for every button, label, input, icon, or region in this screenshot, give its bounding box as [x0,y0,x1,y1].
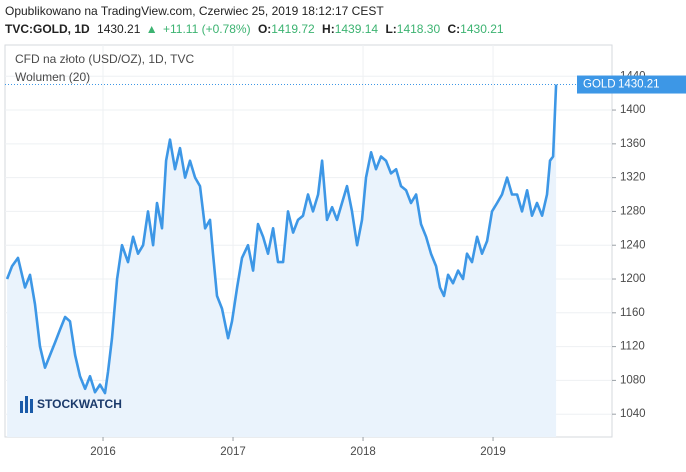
published-note: Opublikowano na TradingView.com, Czerwie… [5,4,384,18]
price-line [5,84,558,395]
quote-line: TVC:GOLD, 1D 1430.21 ▲ +11.11 (+0.78%) O… [5,22,504,36]
open: 1419.72 [271,22,315,36]
logo-bar [30,399,33,413]
x-tick-label: 2018 [350,446,376,458]
y-tick-label: 1280 [620,205,646,217]
area [7,84,557,437]
change-arrow: ▲ [146,22,158,36]
last-price-name: GOLD [583,79,616,91]
close-label: C: [448,22,461,36]
close: 1430.21 [460,22,504,36]
change: +11.11 (+0.78%) [163,22,251,36]
last-price: 1430.21 [97,22,141,36]
y-tick-label: 1200 [620,273,646,285]
y-tick-label: 1080 [620,374,646,386]
logo-bar [20,401,23,413]
y-tick-label: 1160 [620,307,645,319]
low-label: L: [385,22,396,36]
x-tick-label: 2019 [480,446,506,458]
watermark-text: STOCKWATCH [37,397,122,411]
x-tick-label: 2016 [90,446,116,458]
low: 1418.30 [397,22,441,36]
high-label: H: [322,22,335,36]
last-price-value: 1430.21 [618,79,660,91]
y-tick-label: 1120 [620,341,645,353]
y-tick-label: 1040 [620,408,646,420]
y-tick-label: 1400 [620,104,646,116]
y-tick-label: 1360 [620,138,646,150]
watermark: STOCKWATCH [20,396,122,413]
open-label: O: [258,22,271,36]
symbol: TVC:GOLD, 1D [5,22,90,36]
logo-bar [25,396,28,413]
legend-title: CFD na złoto (USD/OZ), 1D, TVC [15,52,194,66]
y-tick-label: 1240 [620,239,646,251]
x-tick-label: 2017 [220,446,246,458]
last-price-tag [577,75,686,94]
legend-volume: Wolumen (20) [15,70,90,84]
y-tick-label: 1320 [620,172,646,184]
high: 1439.14 [335,22,379,36]
